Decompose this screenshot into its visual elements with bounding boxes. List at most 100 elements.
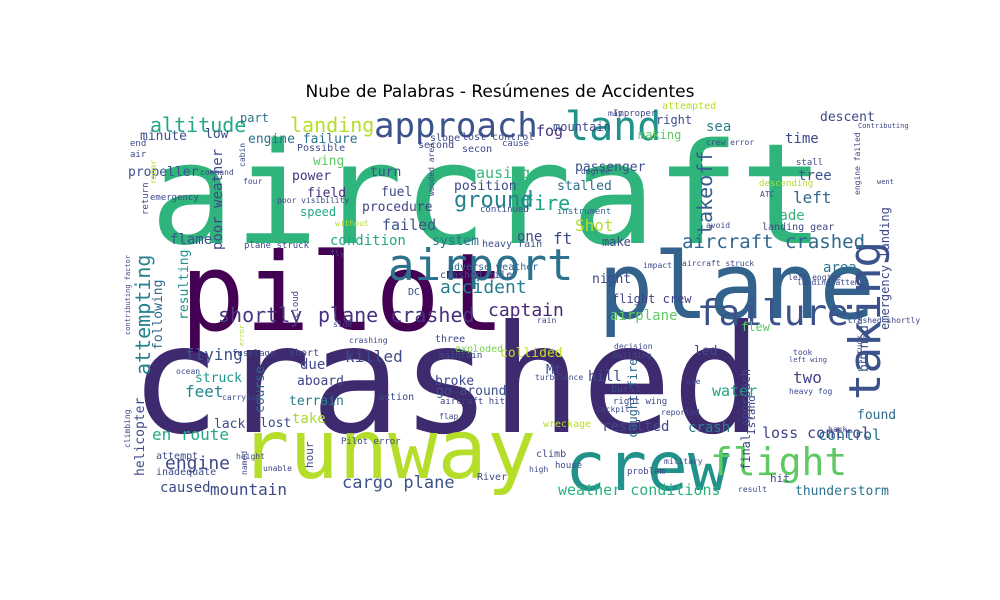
word-wreckage: wreckage [543,419,591,430]
word-area: area [823,260,857,276]
word-burst: burst [611,384,641,395]
word-making: making [638,128,681,142]
word-hour: hour [303,441,316,468]
word-one: one [517,229,542,245]
word-resulted: resulted [602,419,669,435]
word-stall: stall [796,158,823,168]
word-carrying: carrying [222,393,261,402]
word-possible: Possible [297,143,345,154]
word-captain: captain [488,300,564,321]
word-loss-control: loss control [762,424,870,442]
word-crew-error: crew error [706,138,754,147]
word-water: water [712,382,757,400]
word-right-wing: right wing [613,397,667,407]
word-building: building [613,351,652,360]
word-inadequate: inadequate [156,467,216,478]
word-emergency-landing: emergency landing [878,207,892,330]
word-airplane: airplane [610,308,677,324]
word-return: return [141,182,151,215]
word-high: high [529,465,548,474]
word-second: second [418,140,454,151]
word-improper: Improper [613,109,657,119]
word-heavy-rain: heavy rain [482,239,542,250]
word-passenger: passenger [575,160,646,175]
word-airport: airport [388,240,573,291]
word-causing: causing [467,164,530,182]
word-position: position [454,179,517,194]
word-without: without [335,219,369,228]
word-system: system [432,234,479,249]
word-terrain: terrain [289,394,344,409]
word-adverse-weather: adverse weather [448,262,538,273]
word-side: side [333,320,352,329]
word-plane-crashed: plane crashed [318,303,475,327]
word-island: Island [745,395,758,435]
word-caused: caused [160,480,211,496]
word-mountain: mountain [553,120,611,134]
word-three: three [435,334,465,345]
word-left: left [793,188,832,207]
word-turbulence: turbulence [535,373,583,382]
word-go-around: go around [436,384,506,399]
word-found: found [857,408,896,423]
word-lost-control: lost control [462,132,534,143]
word-exploded: exploded [455,344,503,355]
word-engine: engine [165,453,230,474]
word-dc: DC [408,287,420,298]
word-engine-failed: engine failed [853,132,862,195]
word-flight: flight [710,440,847,484]
word-poor-visibility: poor visibility [277,196,349,205]
word-feet: feet [185,382,224,401]
word-sea: sea [706,119,731,135]
word-flap: flap [439,412,458,421]
word-cockpit: cockpit [596,405,630,414]
word-night: night [592,272,631,287]
word-took: took [793,348,812,357]
word-flew: flew [741,320,771,334]
word-field: field [307,186,346,201]
word-tree: tree [798,168,832,184]
word-four: four [243,177,262,186]
word-attempt: attempt [156,451,198,462]
word-hit: hit [770,472,790,485]
word-river: River [477,472,507,483]
word-slope: slope [430,133,460,144]
word-flame: flame [170,232,212,248]
word-military: military [664,457,703,466]
word-landing-attempt: landing attempt [797,278,869,287]
word-descending: descending [759,179,813,189]
word-back: back [828,425,847,434]
word-impact: impact [643,261,672,270]
word-course: course [253,366,268,413]
word-cargo-plane: cargo plane [342,473,455,493]
word-left-wing: left wing [789,356,827,364]
word-aircraft-hit: aircraft hit [440,397,505,407]
word-plane: plane [598,233,875,340]
word-turn: turn [370,165,401,180]
word-reported: reported [661,408,700,417]
word-caught-fire: caught fire [626,359,640,438]
word-thunderstorm: thunderstorm [795,484,889,499]
word-cloud: cloud [291,291,301,318]
word-landing-gear: landing gear [762,222,834,233]
word-contributing-factor: contributing factor [124,255,132,335]
word-pilot: pilot [180,231,505,356]
word-went: went [877,178,894,186]
word-procedure: procedure [362,200,433,215]
word-aircraft-struck: aircraft struck [682,259,754,268]
word-landing: landing [290,113,374,137]
word-flying: flying [185,345,243,364]
word-heavy-fog: heavy fog [789,387,833,396]
word-takeoff: takeoff [693,151,717,235]
word-aboard: aboard [297,374,344,389]
word-command: command [200,168,234,177]
word-struck-tree: struck tree [855,311,864,364]
word-maintain: maintain [439,351,482,361]
word-right: right [656,113,692,127]
word-unable: unable [263,464,292,473]
word-make: make [602,235,631,249]
word-stalled: stalled [557,179,612,194]
word-failed: failed [382,216,436,234]
word-mountain: mountain [210,480,287,499]
